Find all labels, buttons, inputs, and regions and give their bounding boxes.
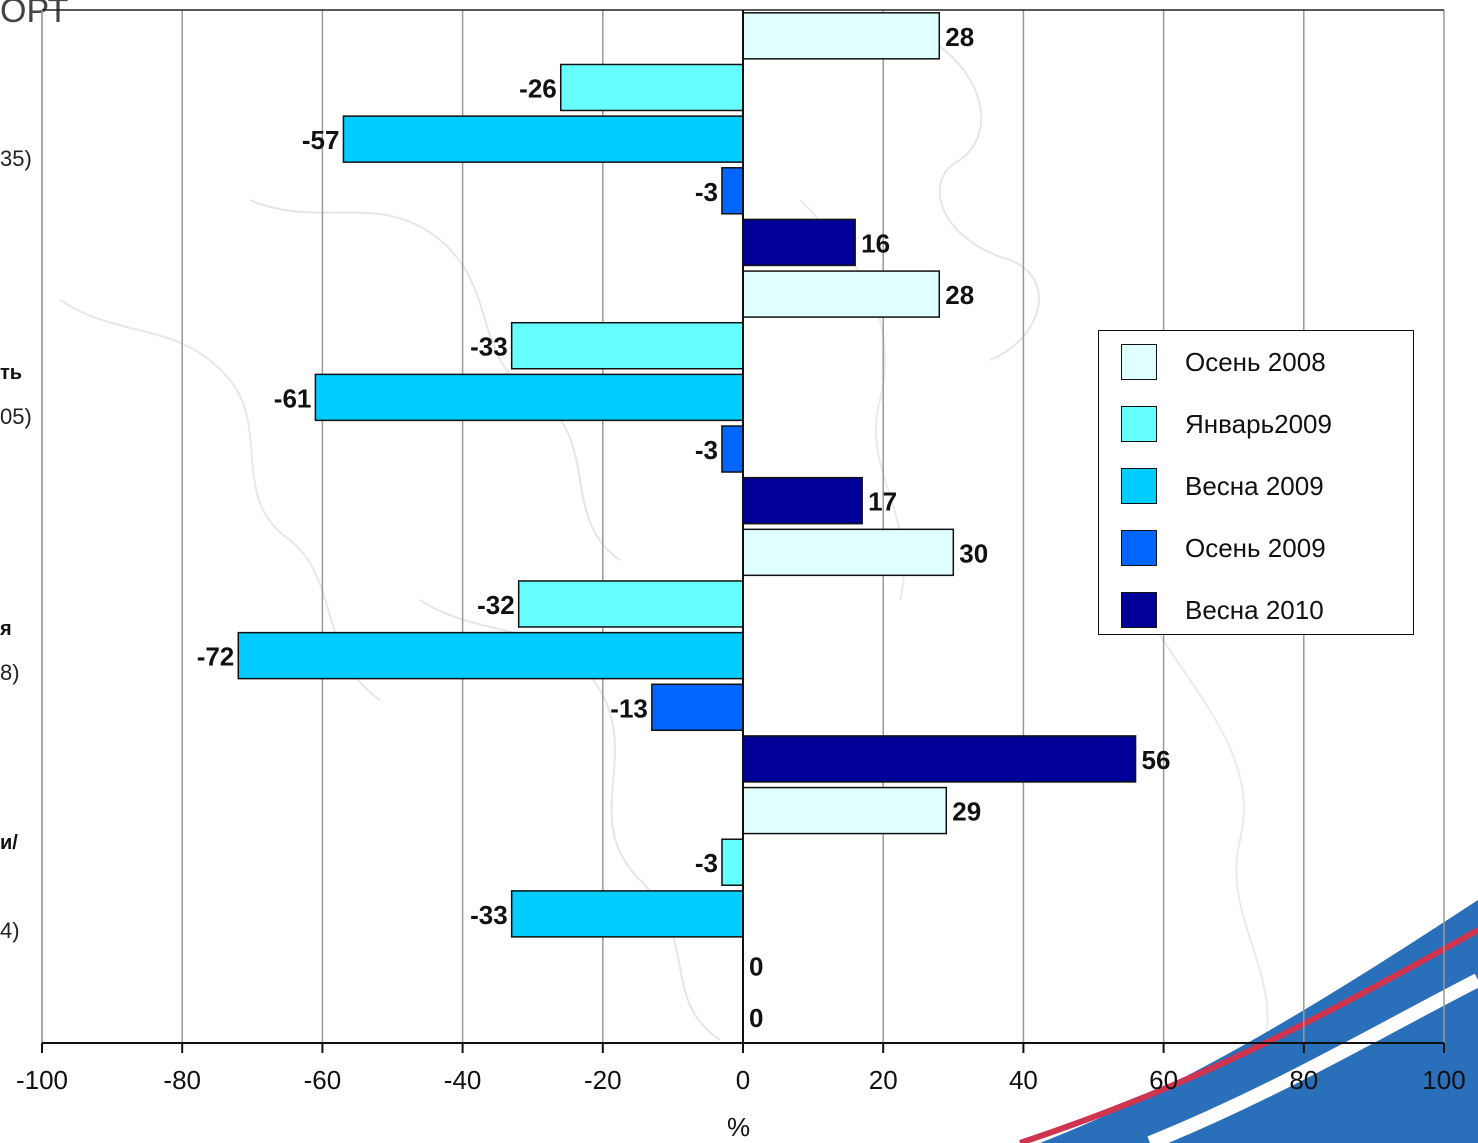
bar-value-label: 17 (868, 487, 897, 517)
legend-label: Весна 2009 (1185, 470, 1324, 501)
row-label-fragment: я (0, 618, 12, 640)
x-tick-label: 80 (1289, 1065, 1318, 1095)
legend-swatch (1121, 592, 1157, 628)
bar-value-label: 28 (945, 22, 974, 52)
bar-value-label: -3 (695, 177, 718, 207)
legend-label: Январь2009 (1185, 408, 1332, 439)
x-axis-label: % (727, 1112, 751, 1142)
bar-value-label: 16 (861, 228, 890, 258)
x-tick-label: -60 (304, 1065, 342, 1095)
legend-item: Весна 2010 (1121, 590, 1324, 630)
bar-value-label: 30 (959, 538, 988, 568)
bar (517, 580, 744, 628)
x-tick-label: -80 (163, 1065, 201, 1095)
x-tick-label: 100 (1422, 1065, 1465, 1095)
bar (742, 735, 1137, 783)
bar (742, 12, 941, 60)
legend-swatch (1121, 344, 1157, 380)
bar (314, 373, 744, 422)
bar-value-label: 0 (749, 952, 763, 982)
x-tick-label: 20 (869, 1065, 898, 1095)
row-label-fragment: и/ (0, 832, 18, 854)
bar (342, 115, 744, 163)
row-label-fragment: ть (0, 362, 23, 384)
bar (559, 63, 744, 112)
bar-value-label: -57 (302, 125, 340, 155)
bar-value-label: -13 (610, 693, 648, 723)
bar (721, 838, 744, 886)
header-fragment: ОРТ (0, 0, 69, 30)
legend-item: Осень 2008 (1121, 342, 1326, 382)
bar (510, 890, 744, 938)
bar (742, 476, 863, 525)
bar (721, 425, 744, 473)
x-tick-label: 40 (1009, 1065, 1038, 1095)
bar (742, 786, 948, 835)
row-label-fragment: 35) (0, 146, 32, 171)
bar-value-label: -32 (477, 590, 515, 620)
legend-label: Осень 2009 (1185, 532, 1326, 563)
bar-value-label: 28 (945, 280, 974, 310)
bar-value-label: -72 (197, 642, 235, 672)
bar (237, 631, 744, 680)
legend-swatch (1121, 468, 1157, 504)
bar-value-label: -33 (470, 900, 508, 930)
legend-label: Весна 2010 (1185, 594, 1324, 625)
bar (742, 218, 856, 267)
legend-swatch (1121, 406, 1157, 442)
bar-value-label: -33 (470, 332, 508, 362)
bar-value-label: -3 (695, 848, 718, 878)
x-tick-label: 60 (1149, 1065, 1178, 1095)
legend-item: Весна 2009 (1121, 466, 1324, 506)
bar-value-label: -26 (519, 73, 557, 103)
bar (510, 321, 744, 370)
x-tick-label: -20 (584, 1065, 622, 1095)
chart-legend: Осень 2008 Январь2009 Весна 2009 Осень 2… (1098, 330, 1414, 635)
legend-swatch (1121, 530, 1157, 566)
bar-value-label: -61 (274, 383, 312, 413)
row-label-fragment: 8) (0, 660, 20, 685)
bar (742, 528, 955, 577)
bar (742, 270, 941, 318)
legend-item: Январь2009 (1121, 404, 1332, 444)
x-tick-label: -100 (16, 1065, 68, 1095)
row-label-fragment: 05) (0, 404, 32, 429)
row-label-fragment: 4) (0, 918, 20, 943)
x-tick-label: 0 (736, 1065, 750, 1095)
bar (721, 167, 744, 215)
bar-value-label: 56 (1142, 745, 1171, 775)
bar-value-label: -3 (695, 435, 718, 465)
bar-value-label: 29 (952, 797, 981, 827)
legend-item: Осень 2009 (1121, 528, 1326, 568)
bar (651, 683, 744, 732)
x-tick-label: -40 (444, 1065, 482, 1095)
legend-label: Осень 2008 (1185, 346, 1326, 377)
bar-value-label: 0 (749, 1003, 763, 1033)
